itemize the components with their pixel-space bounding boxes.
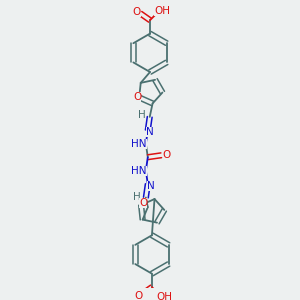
Text: HN: HN (131, 139, 147, 149)
Text: O: O (133, 92, 141, 103)
Text: O: O (134, 291, 142, 300)
Text: OH: OH (154, 6, 170, 16)
Text: O: O (163, 150, 171, 160)
Text: H: H (138, 110, 146, 120)
Text: OH: OH (156, 292, 172, 300)
Text: HN: HN (131, 166, 147, 176)
Text: N: N (147, 181, 154, 191)
Text: H: H (134, 192, 141, 202)
Text: O: O (139, 198, 147, 208)
Text: O: O (132, 7, 141, 16)
Text: N: N (146, 127, 154, 137)
